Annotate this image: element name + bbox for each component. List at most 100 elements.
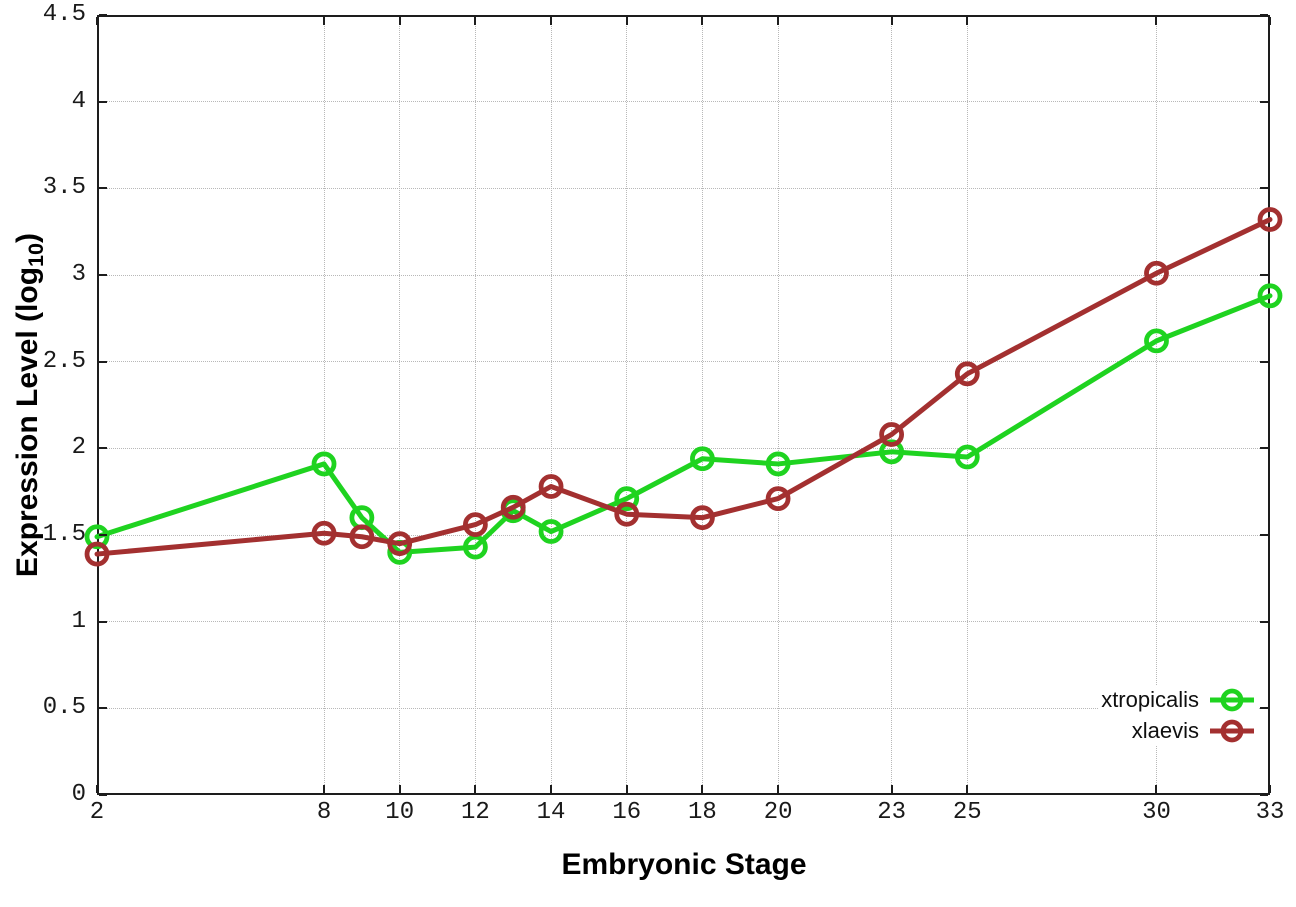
y-tick-mark-right <box>1260 534 1268 536</box>
x-tick-label: 20 <box>763 799 793 826</box>
x-axis-title: Embryonic Stage <box>561 848 807 881</box>
y-tick-mark-right <box>1260 707 1268 710</box>
y-gridline <box>97 534 1270 536</box>
x-tick-mark-bottom <box>550 785 553 793</box>
data-point-xtropicalis <box>1257 283 1283 309</box>
y-tick-mark-right <box>1260 620 1268 623</box>
x-tick-label: 18 <box>688 799 717 826</box>
y-gridline <box>97 101 1270 103</box>
data-point-xtropicalis <box>954 444 980 470</box>
data-point-xlaevis <box>311 520 337 546</box>
y-tick-label: 1.5 <box>42 521 86 548</box>
x-tick-mark-bottom <box>96 785 98 793</box>
y-tick-mark-left <box>99 447 107 450</box>
data-point-xlaevis <box>954 361 980 387</box>
x-tick-mark-bottom <box>474 785 477 793</box>
y-gridline <box>97 187 1270 189</box>
x-gridline <box>399 15 401 795</box>
data-point-xtropicalis <box>462 534 488 560</box>
y-tick-label: 1 <box>71 607 86 635</box>
y-tick-mark-right <box>1260 100 1268 103</box>
x-tick-mark-top <box>550 17 553 25</box>
x-gridline <box>777 15 779 795</box>
x-tick-label: 14 <box>536 799 566 826</box>
y-gridline <box>97 361 1270 363</box>
y-tick-label: 0.5 <box>42 694 86 722</box>
x-tick-mark-bottom <box>777 785 780 793</box>
y-axis-title-subscript: 10 <box>23 242 49 267</box>
legend-entry-xtropicalis: xtropicalis <box>1101 687 1256 713</box>
legend-label: xlaevis <box>1131 718 1199 743</box>
data-point-xlaevis <box>84 541 110 567</box>
legend-label: xtropicalis <box>1101 687 1199 712</box>
plot-area <box>97 15 1270 795</box>
x-tick-mark-bottom <box>966 785 969 793</box>
data-point-xtropicalis <box>765 451 791 477</box>
x-tick-mark-top <box>474 17 477 25</box>
data-point-xlaevis <box>387 531 413 557</box>
y-tick-mark-right <box>1260 14 1268 16</box>
x-tick-mark-top <box>966 17 969 25</box>
y-tick-mark-right <box>1260 187 1268 190</box>
legend-marker-sample <box>1210 688 1254 712</box>
x-gridline <box>891 15 893 795</box>
y-tick-mark-right <box>1260 447 1268 450</box>
y-tick-mark-left <box>99 14 107 16</box>
data-point-xtropicalis <box>614 486 640 512</box>
y-gridline <box>97 447 1270 449</box>
x-tick-label: 10 <box>385 799 415 826</box>
legend: xtropicalis xlaevis <box>1099 686 1258 745</box>
x-tick-mark-top <box>890 17 893 25</box>
data-point-xlaevis <box>500 494 526 520</box>
y-tick-mark-left <box>99 707 107 710</box>
x-tick-mark-bottom <box>890 785 893 793</box>
y-gridline <box>97 707 1270 709</box>
y-tick-mark-left <box>99 187 107 190</box>
x-tick-label: 2 <box>89 799 105 826</box>
y-tick-mark-left <box>99 274 107 276</box>
data-point-xlaevis <box>1257 207 1283 232</box>
data-point-xtropicalis <box>690 446 715 472</box>
y-tick-label: 4 <box>71 87 86 115</box>
x-gridline <box>626 15 628 795</box>
y-tick-mark-left <box>99 794 107 796</box>
legend-marker-sample <box>1210 719 1254 743</box>
y-tick-mark-right <box>1260 794 1268 796</box>
y-gridline <box>97 274 1270 276</box>
x-tick-mark-top <box>96 17 98 25</box>
x-tick-label: 16 <box>612 799 642 826</box>
x-tick-mark-bottom <box>398 785 401 793</box>
y-tick-label: 3 <box>71 261 86 288</box>
data-point-xlaevis <box>538 474 564 499</box>
y-axis-title-text: Expression Level (log <box>10 266 44 578</box>
x-tick-mark-top <box>323 17 326 25</box>
y-tick-label: 0 <box>71 781 86 808</box>
data-point-xlaevis <box>349 524 375 550</box>
data-point-xlaevis <box>462 512 488 537</box>
y-tick-label: 3.5 <box>42 174 86 202</box>
y-axis-title-suffix: ) <box>10 232 44 243</box>
data-point-xtropicalis <box>311 451 337 477</box>
data-point-xtropicalis <box>84 524 110 550</box>
data-point-xtropicalis <box>538 519 564 544</box>
x-gridline <box>1155 15 1157 795</box>
x-tick-mark-top <box>1269 17 1271 25</box>
x-tick-mark-top <box>701 17 704 25</box>
x-gridline <box>323 15 325 795</box>
data-point-xtropicalis <box>1144 328 1169 354</box>
x-tick-mark-bottom <box>625 785 628 793</box>
data-point-xlaevis <box>614 501 640 527</box>
x-tick-mark-bottom <box>1155 785 1158 793</box>
y-tick-mark-left <box>99 620 107 623</box>
y-tick-mark-right <box>1260 360 1268 363</box>
x-gridline <box>474 15 476 795</box>
x-tick-label: 25 <box>952 799 982 826</box>
y-tick-label: 2.5 <box>42 347 86 375</box>
x-gridline <box>966 15 968 795</box>
y-axis-title: Expression Level (log10) <box>11 233 49 577</box>
y-tick-mark-right <box>1260 274 1268 276</box>
x-tick-label: 12 <box>460 799 490 826</box>
